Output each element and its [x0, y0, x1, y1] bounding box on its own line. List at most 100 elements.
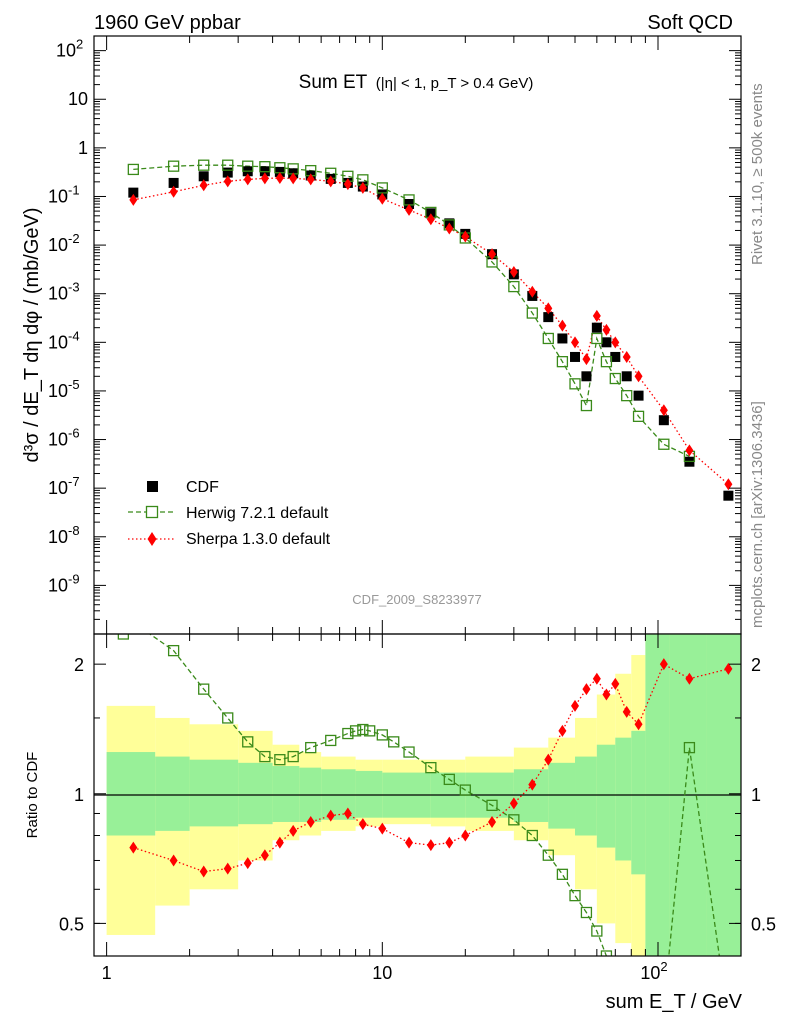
ratio-series-group — [117, 634, 733, 956]
sherpa-point — [260, 172, 269, 185]
sherpa-point — [685, 444, 694, 457]
herwig-point — [274, 162, 286, 174]
ratio-band-green — [238, 762, 273, 825]
watermark: CDF_2009_S8233977 — [352, 592, 481, 607]
ratio-sherpa-point — [528, 778, 537, 791]
ratio-sherpa-point — [558, 724, 567, 737]
ratio-sherpa-point — [488, 815, 497, 828]
sherpa-point — [528, 285, 537, 298]
sherpa-point — [724, 478, 733, 491]
ratio-sherpa-point — [659, 658, 668, 671]
legend-item-herwig: Herwig 7.2.1 default — [128, 505, 329, 522]
ratio-sherpa-point — [426, 839, 435, 852]
main-y-tick-exponent: -4 — [68, 328, 80, 343]
legend-marker-herwig — [145, 505, 159, 519]
header-right-title: Soft QCD — [647, 12, 733, 34]
ratio-herwig-line — [123, 634, 721, 956]
ratio-herwig-point — [259, 750, 271, 763]
herwig-point — [198, 159, 210, 171]
ratio-herwig-point — [198, 683, 210, 695]
main-y-tick-exponent: -3 — [68, 280, 80, 295]
legend-marker-cdf — [147, 481, 158, 492]
ratio-x-tick-exponent: 2 — [660, 959, 667, 974]
ratio-sherpa-point — [306, 815, 315, 828]
cdf-point — [621, 371, 632, 382]
ratio-herwig-point — [542, 849, 554, 861]
ratio-y-tick-label: 1 — [74, 785, 84, 805]
legend-label-cdf: CDF — [186, 479, 219, 496]
sherpa-point — [306, 173, 315, 186]
herwig-point — [259, 161, 271, 173]
ratio-sherpa-point — [685, 672, 694, 685]
ratio-herwig-point — [459, 784, 471, 796]
plot-title-main: Sum ET — [299, 72, 368, 93]
herwig-point — [167, 160, 180, 172]
ratio-herwig-point — [556, 868, 569, 880]
ratio-herwig-point — [357, 723, 369, 736]
ratio-sherpa-point — [582, 683, 591, 696]
mcplots-label: mcplots.cern.ch [arXiv:1306.3436] — [749, 401, 766, 628]
cdf-point — [557, 333, 568, 344]
main-y-tick-exponent: -9 — [68, 571, 80, 586]
ratio-band-green — [513, 769, 549, 822]
ratio-herwig-point — [364, 725, 376, 737]
sherpa-point — [582, 353, 591, 366]
ratio-sherpa-point — [275, 836, 284, 849]
ratio-y-tick-label: 2 — [74, 655, 84, 675]
ratio-sherpa-point — [343, 807, 352, 820]
ratio-herwig-point — [222, 712, 234, 724]
herwig-point — [376, 182, 388, 194]
herwig-point — [591, 332, 603, 345]
ratio-y-tick-label-right: 1 — [751, 785, 761, 805]
herwig-point — [621, 389, 633, 402]
herwig-point — [403, 194, 415, 206]
cdf-point — [601, 337, 612, 348]
cdf-point — [543, 312, 554, 323]
legend-marker-sherpa — [147, 532, 157, 546]
ratio-sherpa-point — [509, 797, 518, 810]
ratio-sherpa-point — [129, 841, 138, 854]
legend-label-sherpa: Sherpa 1.3.0 default — [186, 531, 331, 548]
sherpa-point — [445, 222, 454, 235]
cdf-point — [128, 187, 139, 198]
ratio-herwig-point — [242, 736, 254, 748]
cdf-point — [581, 371, 592, 382]
ratio-herwig-point — [600, 950, 613, 956]
sherpa-point — [659, 404, 668, 417]
ratio-herwig-point — [376, 729, 388, 741]
ratio-sherpa-point — [169, 854, 178, 867]
ratio-sherpa-point — [260, 849, 269, 862]
sherpa-point — [558, 319, 567, 332]
ratio-herwig-point — [425, 761, 437, 774]
main-y-tick-exponent: -2 — [68, 231, 80, 246]
herwig-point — [556, 356, 569, 368]
herwig-point — [542, 332, 554, 345]
ratio-herwig-point — [274, 754, 286, 766]
ratio-herwig-point — [349, 725, 362, 737]
plot-title-cut: (|η| < 1, p_T > 0.4 GeV) — [376, 75, 534, 92]
ratio-sherpa-point — [289, 824, 298, 837]
ratio-sherpa-point — [544, 753, 553, 766]
sherpa-point — [199, 179, 208, 192]
sherpa-point — [602, 323, 611, 336]
sherpa-point — [243, 173, 252, 186]
main-y-tick-label: 1 — [78, 138, 88, 158]
sherpa-point — [129, 193, 138, 206]
herwig-point — [222, 159, 234, 171]
herwig-point — [242, 160, 254, 172]
sherpa-point — [426, 213, 435, 226]
sherpa-point — [289, 172, 298, 185]
cdf-point — [658, 415, 669, 426]
ratio-sherpa-point — [592, 672, 601, 685]
ratio-herwig-point — [486, 799, 498, 811]
sherpa-point — [461, 230, 470, 243]
rivet-label: Rivet 3.1.10, ≥ 500k events — [749, 83, 766, 265]
ratio-band-green — [631, 730, 646, 875]
ratio-herwig-point — [683, 741, 696, 754]
main-panel: 10210110-110-210-310-410-510-610-710-810… — [21, 35, 742, 635]
ratio-sherpa-point — [634, 718, 643, 731]
x-axis-label: sum E_T / GeV — [606, 991, 743, 1013]
ratio-sherpa-point — [724, 662, 733, 675]
herwig-point — [600, 356, 613, 368]
